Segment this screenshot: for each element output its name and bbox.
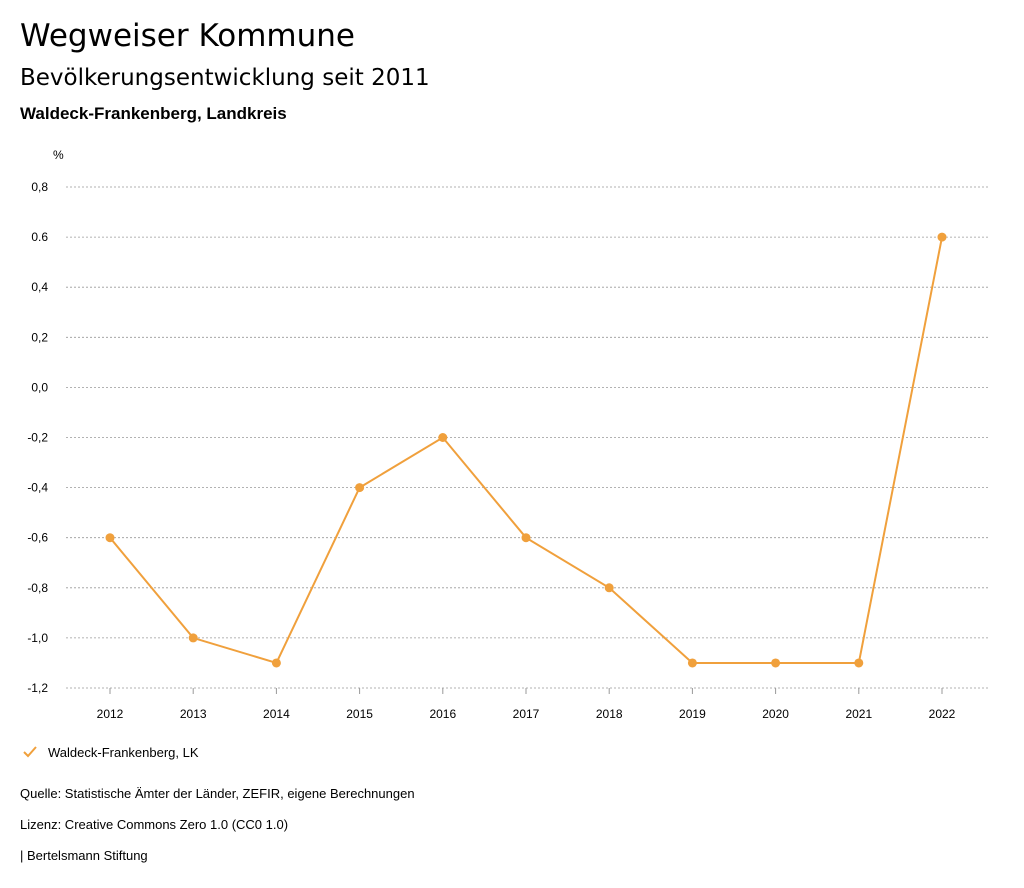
data-point[interactable] xyxy=(438,433,448,442)
x-tick-label: 2013 xyxy=(180,707,207,721)
y-tick-label: -1,2 xyxy=(27,681,48,695)
y-tick-label: 0,8 xyxy=(31,180,48,194)
region-label: Waldeck-Frankenberg, Landkreis xyxy=(20,104,287,123)
y-tick-label: 0,4 xyxy=(31,280,48,294)
source-note: Quelle: Statistische Ämter der Länder, Z… xyxy=(20,786,415,801)
publisher-note: | Bertelsmann Stiftung xyxy=(20,848,148,863)
data-point[interactable] xyxy=(188,633,198,643)
x-tick-label: 2021 xyxy=(845,707,872,721)
y-tick-label: -0,4 xyxy=(27,481,48,495)
x-tick-label: 2022 xyxy=(929,707,956,721)
y-tick-label: 0.6 xyxy=(31,230,48,244)
line-chart: % 0,8 0.6 0,4 0,2 0,0 -0,2 -0,4 -0,6 -0,8 -1,0 -1,… xyxy=(27,148,990,721)
x-tick-label: 2017 xyxy=(513,707,540,721)
chart-subtitle: Bevölkerungsentwicklung seit 2011 xyxy=(20,65,430,91)
y-tick-label: -0,6 xyxy=(27,531,48,545)
data-point[interactable] xyxy=(521,533,531,543)
y-tick-label: 0,2 xyxy=(31,330,48,344)
y-tick-label: -0,8 xyxy=(27,581,48,595)
data-point[interactable] xyxy=(937,232,947,242)
data-point[interactable] xyxy=(271,658,281,668)
x-tick-label: 2012 xyxy=(97,707,124,721)
legend-label: Waldeck-Frankenberg, LK xyxy=(48,744,199,760)
data-point[interactable] xyxy=(604,583,614,593)
x-tick-label: 2015 xyxy=(346,707,373,721)
chart-title: Wegweiser Kommune xyxy=(20,18,355,54)
y-axis-unit: % xyxy=(53,148,64,162)
x-tick-label: 2014 xyxy=(263,707,290,721)
data-point[interactable] xyxy=(355,483,365,493)
y-tick-label: 0,0 xyxy=(31,380,48,394)
data-point[interactable] xyxy=(854,658,864,668)
data-point[interactable] xyxy=(771,658,781,668)
data-point[interactable] xyxy=(687,658,697,668)
x-tick-label: 2016 xyxy=(429,707,456,721)
x-tick-label: 2018 xyxy=(596,707,623,721)
series-line xyxy=(109,236,943,665)
legend-marker-icon xyxy=(23,746,37,758)
y-tick-label: -0,2 xyxy=(27,431,48,445)
license-note: Lizenz: Creative Commons Zero 1.0 (CC0 1… xyxy=(20,817,289,832)
y-tick-label: -1,0 xyxy=(27,631,48,645)
x-tick-label: 2019 xyxy=(679,707,706,721)
x-tick-label: 2020 xyxy=(762,707,789,721)
legend[interactable]: Waldeck-Frankenberg, LK xyxy=(22,744,199,760)
data-point[interactable] xyxy=(105,533,115,543)
